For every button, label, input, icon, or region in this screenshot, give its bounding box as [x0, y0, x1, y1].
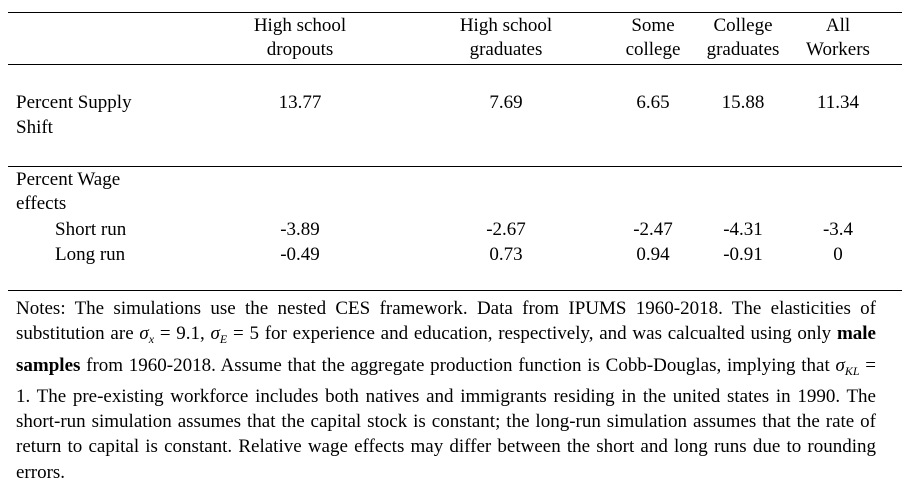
table-cell: 7.69: [489, 92, 523, 113]
column-header-line1: High school: [459, 15, 553, 36]
header-rule: [8, 64, 902, 65]
table-cell: -2.67: [486, 219, 526, 240]
column-header-line1: All: [825, 15, 851, 36]
table-cell: 13.77: [278, 92, 322, 113]
notes-equation: = 9.1,: [154, 323, 211, 345]
column-header-dropouts: High school dropouts: [254, 14, 346, 62]
table-cell: 0: [833, 244, 843, 265]
notes-text: Notes: The simulations use the nested CE…: [16, 298, 876, 345]
row-label-short-run: Short run: [55, 219, 127, 240]
column-header-line2: graduates: [706, 39, 780, 60]
bottom-rule: [8, 290, 902, 291]
top-rule: [8, 12, 902, 13]
section-rule: [8, 166, 902, 167]
row-label-supply-line2: Shift: [16, 117, 53, 138]
column-header-line1: High school: [253, 15, 347, 36]
notes-text: . The pre-existing workforce includes bo…: [16, 385, 876, 483]
column-header-line2: graduates: [469, 39, 543, 60]
notes-bold-text: male samples: [16, 323, 876, 376]
table-cell: 0.73: [489, 244, 523, 265]
column-header-line1: College: [713, 15, 773, 36]
column-header-hs-graduates: High school graduates: [460, 14, 552, 62]
table-cell: -2.47: [633, 219, 673, 240]
subscript-kl: KL: [844, 363, 860, 378]
sigma-symbol: σ: [139, 323, 149, 345]
column-header-some-college: Some college: [626, 14, 681, 62]
table-cell: -0.49: [280, 244, 320, 265]
subscript-x: x: [148, 332, 155, 347]
row-label-supply-line1: Percent Supply: [16, 92, 132, 113]
table-cell: -3.89: [280, 219, 320, 240]
table-cell: -4.31: [723, 219, 763, 240]
column-header-line2: Workers: [806, 39, 870, 60]
column-header-line2: dropouts: [266, 39, 334, 60]
table-cell: 6.65: [636, 92, 670, 113]
table-cell: -0.91: [723, 244, 763, 265]
sigma-symbol: σ: [835, 354, 845, 376]
column-header-line1: Some: [631, 15, 675, 36]
sigma-symbol: σ: [210, 323, 220, 345]
notes-text: for experience and education, respective…: [258, 323, 837, 345]
column-header-line2: college: [625, 39, 681, 60]
row-label-wage-line2: effects: [16, 193, 67, 214]
row-label-long-run: Long run: [55, 244, 126, 265]
table-cell: -3.4: [822, 219, 854, 240]
notes-equation: = 5: [227, 323, 259, 345]
notes-equation: = 1: [16, 354, 876, 407]
table-cell: 11.34: [816, 92, 860, 113]
table-cell: 15.88: [721, 92, 765, 113]
table-notes: Notes: The simulations use the nested CE…: [16, 296, 876, 485]
notes-text: from 1960-2018. Assume that the aggregat…: [80, 354, 836, 376]
column-header-college-graduates: College graduates: [707, 14, 780, 62]
column-header-all-workers: All Workers: [806, 14, 870, 62]
row-label-wage-line1: Percent Wage: [16, 169, 121, 190]
subscript-e: E: [219, 332, 228, 347]
table-cell: 0.94: [636, 244, 670, 265]
